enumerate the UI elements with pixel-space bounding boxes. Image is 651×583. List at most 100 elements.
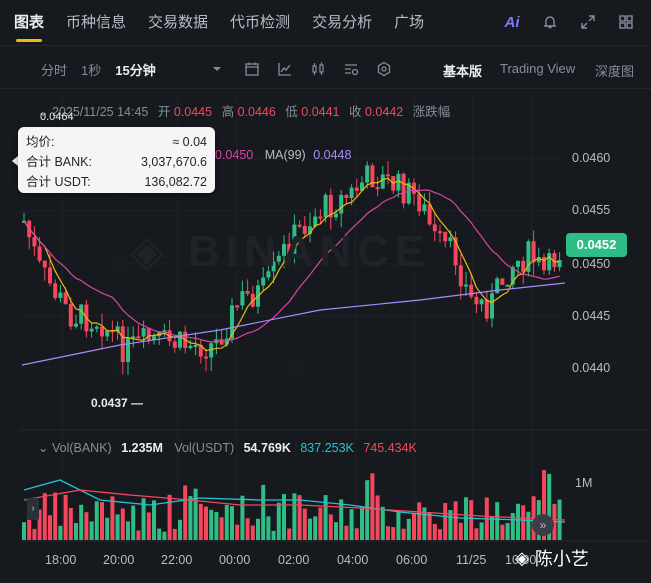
volume-bar <box>209 509 214 540</box>
candle-body <box>204 356 208 359</box>
candle-body <box>479 299 484 305</box>
view-depth[interactable]: 深度图 <box>595 64 635 79</box>
low-marker: 0.0437 — <box>91 396 144 410</box>
candle-body <box>334 213 338 218</box>
view-tradingview[interactable]: Trading View <box>500 61 576 76</box>
volume-bar <box>245 518 250 540</box>
volume-bar <box>84 512 89 540</box>
candle-body <box>58 292 63 298</box>
candle-body <box>193 344 198 347</box>
candle-body <box>308 226 312 234</box>
volume-bar <box>380 506 385 540</box>
tab-chart[interactable]: 图表 <box>14 0 44 46</box>
volume-bar <box>141 498 146 540</box>
candle-body <box>370 165 375 188</box>
high-marker: 0.0464 <box>40 111 74 123</box>
volume-bar <box>250 525 255 540</box>
candle-body <box>318 216 323 219</box>
volume-bar <box>313 516 318 540</box>
volume-bar <box>516 503 520 540</box>
candle-body <box>53 283 58 298</box>
candle-body <box>240 291 245 306</box>
interval-time[interactable]: 分时 <box>41 62 68 78</box>
volume-bar <box>110 496 115 540</box>
bell-icon[interactable] <box>539 11 561 33</box>
tab-token-check[interactable]: 代币检测 <box>230 13 291 31</box>
tab-coin-info[interactable]: 币种信息 <box>66 13 127 31</box>
candle-icon[interactable] <box>309 60 327 78</box>
chevron-down-icon[interactable]: ⌄ <box>38 105 49 119</box>
line-chart-icon[interactable] <box>276 60 294 78</box>
volume-bar <box>42 493 47 540</box>
candle-body <box>162 330 167 333</box>
candle-body <box>323 194 328 218</box>
candle-body <box>287 243 292 255</box>
volume-bar <box>162 531 167 540</box>
candle-body <box>94 326 99 329</box>
price-tick: 0.0455 <box>572 203 611 217</box>
candle-body <box>131 336 136 339</box>
volume-bar <box>443 503 448 540</box>
volume-bar <box>349 509 354 540</box>
ma-lines <box>21 177 566 366</box>
ohlc-stats: ⌄ 2025/11/25 14:45 开 0.0445 高 0.0446 低 0… <box>38 105 451 119</box>
indicator-settings-icon[interactable] <box>342 60 360 78</box>
grid-icon[interactable] <box>615 11 637 33</box>
tab-square[interactable]: 广场 <box>394 13 425 31</box>
candle-body <box>178 331 182 348</box>
scroll-left-icon[interactable]: › <box>27 498 39 520</box>
dropdown-icon[interactable] <box>208 60 226 78</box>
volume-bar <box>365 480 370 540</box>
tab-trade-data[interactable]: 交易数据 <box>148 13 209 31</box>
candle-body <box>188 345 193 349</box>
vol-bank-value: 1.235M <box>121 441 163 455</box>
candle-body <box>484 299 489 319</box>
candle-body <box>443 231 448 242</box>
interval-1s[interactable]: 1秒 <box>81 62 102 78</box>
candle-body <box>89 328 94 332</box>
candle-body <box>469 284 474 297</box>
volume-bar <box>120 508 125 540</box>
candle-body <box>474 296 479 305</box>
candle-body <box>68 303 73 327</box>
ma-mid-value: 0.0450 <box>215 148 254 162</box>
chevron-down-icon[interactable]: ⌄ <box>38 441 49 455</box>
volume-bar <box>131 505 136 540</box>
interval-15m[interactable]: 15分钟 <box>115 62 156 78</box>
scroll-right-icon[interactable]: » <box>532 514 554 536</box>
volume-bar <box>282 494 286 540</box>
expand-icon[interactable] <box>577 11 599 33</box>
candle-body <box>360 182 364 191</box>
candle-body <box>380 174 385 189</box>
volume-bar <box>302 508 307 540</box>
volume-bar <box>328 514 333 540</box>
volume-bar <box>219 517 224 540</box>
hexagon-settings-icon[interactable] <box>375 60 393 78</box>
candle-body <box>349 187 354 199</box>
candle-body <box>152 336 156 341</box>
binance-watermark: ◈ BINANCE <box>130 227 431 276</box>
view-basic[interactable]: 基本版 <box>443 64 483 79</box>
ohlc-date: 2025/11/25 14:45 <box>51 105 149 119</box>
volume-bar <box>500 524 505 540</box>
ai-icon[interactable]: Ai <box>504 13 520 31</box>
volume-bar <box>115 514 120 540</box>
tab-trade-analysis[interactable]: 交易分析 <box>312 13 373 31</box>
candle-body <box>271 261 276 272</box>
volume-bar <box>198 503 203 540</box>
time-tick: 04:00 <box>337 553 369 567</box>
volume-bar <box>427 512 432 540</box>
volume-bar <box>136 530 141 540</box>
candle-body <box>339 194 344 214</box>
summary-tooltip: 均价: ≈ 0.04 合计 BANK: 3,037,670.6 合计 USDT: 13… <box>18 127 215 193</box>
calendar-icon[interactable] <box>243 60 261 78</box>
toolbar-divider <box>0 88 651 89</box>
volume-bar <box>68 507 73 540</box>
candle-body <box>157 331 162 337</box>
volume-bar <box>188 496 193 540</box>
volume-bar <box>276 502 281 540</box>
volume-bar <box>100 502 104 540</box>
price-tick: 0.0445 <box>572 309 611 323</box>
candle-body <box>536 256 541 263</box>
